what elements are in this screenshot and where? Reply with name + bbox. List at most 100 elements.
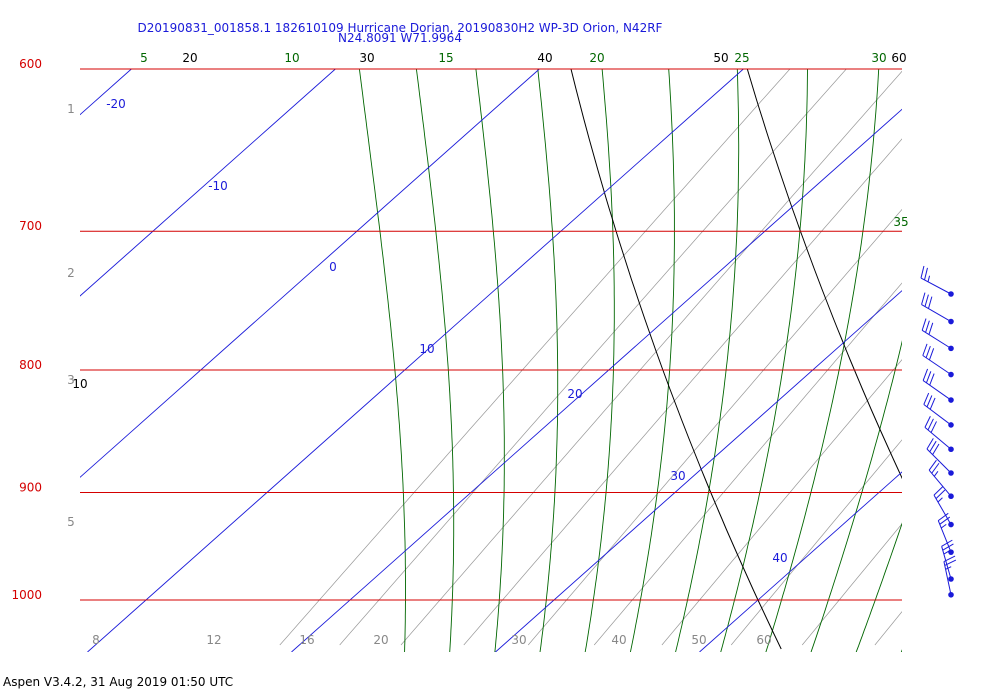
moist-adiabat-line — [358, 69, 406, 652]
wind-barb-feather — [921, 292, 926, 305]
pressure-tick-label: 800 — [19, 358, 42, 372]
isotherm-line — [80, 69, 336, 297]
wind-barb — [921, 318, 954, 352]
mixing-ratio-line — [661, 359, 902, 646]
dry-adiabat-label: 30 — [359, 51, 374, 65]
wind-barb-feather — [941, 539, 953, 547]
isotherm-label: 20 — [567, 387, 582, 401]
moist-adiabat-line — [537, 69, 559, 652]
wind-barb — [920, 265, 954, 297]
wind-barb-feather — [931, 462, 940, 474]
wind-barb-feather — [926, 438, 934, 450]
dry-adiabat-line — [924, 69, 1000, 649]
pressure-tick-label: 1000 — [11, 588, 42, 602]
moist-adiabat-label: 30 — [871, 51, 886, 65]
wind-barb-half-feather — [943, 550, 950, 555]
mixing-ratio-line — [801, 523, 902, 646]
moist-adiabat-line — [765, 69, 880, 652]
wind-barb-feather — [924, 294, 929, 307]
moist-adiabat-lines — [358, 69, 902, 652]
wind-barb-staff — [926, 448, 952, 474]
wind-barb-feather — [943, 555, 956, 562]
wind-barb-feather — [920, 265, 925, 279]
wind-barb-feather — [929, 440, 937, 453]
wind-barb-feather — [937, 512, 949, 522]
bottom-tick-label: 30 — [511, 633, 526, 647]
wind-barb-feather — [944, 559, 957, 566]
wind-barb — [928, 459, 954, 500]
wind-barb-feather — [928, 348, 935, 361]
mixing-ratio-line — [527, 208, 902, 646]
bottom-tick-label: 16 — [299, 633, 314, 647]
moist-adiabat-label: 25 — [734, 51, 749, 65]
wind-barb-staff — [941, 546, 952, 580]
wind-barb-feather — [925, 320, 930, 333]
moist-adiabat-line — [415, 69, 455, 652]
isotherm-lines — [80, 69, 902, 652]
moist-adiabat-label: 35 — [893, 215, 908, 229]
wind-barb-staff — [922, 355, 952, 375]
sounding-traces — [929, 286, 1000, 607]
wind-barb-feather — [922, 343, 928, 356]
height-tick-label: 1 — [67, 102, 75, 116]
isotherm-line — [87, 69, 744, 652]
wind-barb-feather — [939, 516, 951, 525]
wind-barb-staff — [920, 277, 952, 295]
mixing-ratio-line — [949, 69, 1000, 645]
isotherm-line — [80, 69, 540, 478]
wind-barb-column — [920, 265, 957, 598]
isotherm-label: -20 — [106, 97, 126, 111]
wind-barb-feather — [935, 489, 946, 499]
bottom-tick-label: 40 — [611, 633, 626, 647]
wind-barb — [943, 555, 957, 598]
moist-adiabat-label: 5 — [140, 51, 148, 65]
moist-adiabat-label: 10 — [284, 51, 299, 65]
wind-barb-feather — [928, 322, 934, 335]
wind-barb — [941, 539, 954, 582]
wind-barb — [926, 438, 954, 476]
moist-adiabat-label: 20 — [589, 51, 604, 65]
height-tick-label: 2 — [67, 266, 75, 280]
moist-adiabat-line — [810, 340, 902, 652]
wind-barb-staff — [922, 380, 952, 401]
wind-barb-feather — [925, 345, 931, 358]
wind-barb-feather — [928, 459, 937, 471]
wind-barb — [922, 368, 954, 403]
wind-barb-feather — [929, 373, 935, 386]
dry-adiabat-label: 40 — [537, 51, 552, 65]
wind-barb-half-feather — [937, 497, 943, 503]
bottom-tick-label: 60 — [756, 633, 771, 647]
mixing-ratio-line — [463, 138, 902, 646]
wind-barb-half-feather — [940, 523, 947, 529]
moist-adiabat-line — [855, 522, 902, 652]
wind-barb-station-dot — [948, 371, 954, 378]
isotherm-label: -10 — [208, 179, 228, 193]
height-tick-label: 5 — [67, 515, 75, 529]
mixing-ratio-line — [400, 70, 902, 646]
wind-barb-station-dot — [948, 345, 954, 352]
wind-barb-feather — [930, 421, 937, 433]
moist-adiabat-line — [629, 69, 675, 652]
wind-barb — [924, 416, 954, 453]
chart-title-line-2: N24.8091 W71.9964 — [338, 31, 462, 45]
pressure-tick-label: 600 — [19, 57, 42, 71]
moist-adiabat-line — [584, 69, 615, 652]
pressure-tick-label: 700 — [19, 219, 42, 233]
dewpoint-trace — [929, 293, 1000, 607]
wind-barb-feather — [928, 296, 933, 309]
chart-title-line-1: D20190831_001858.1 182610109 Hurricane D… — [137, 21, 663, 35]
bottom-tick-label: 20 — [373, 633, 388, 647]
isotherm-line — [291, 108, 902, 652]
wind-barb-feather — [922, 368, 929, 381]
dry-adiabat-lines — [570, 69, 1000, 650]
mixing-ratio-line — [339, 69, 847, 646]
bottom-tick-label: 8 — [92, 633, 100, 647]
wind-barb-staff — [923, 404, 952, 426]
wind-barb-station-dot — [948, 291, 954, 297]
wind-barb-feather — [926, 395, 933, 408]
wind-barb-half-feather — [927, 275, 931, 282]
dry-adiabat-line — [570, 69, 782, 650]
wind-barb-feather — [929, 397, 936, 410]
dry-adiabat-label: 10 — [72, 377, 87, 391]
